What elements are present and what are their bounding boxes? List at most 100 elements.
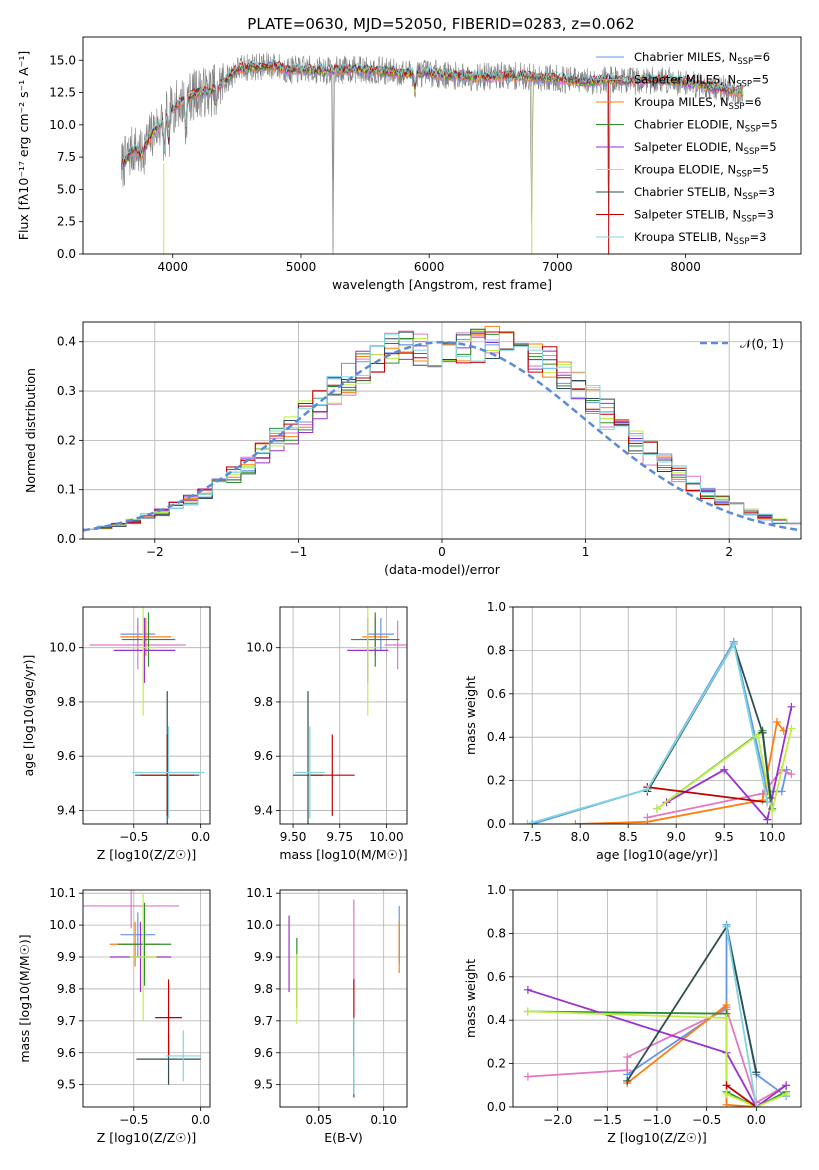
legend-text: Salpeter MILES, N bbox=[634, 73, 736, 87]
y-tick-label: 9.8 bbox=[57, 982, 76, 996]
extinction-mass-panel: 0.05 0.10 9.5 9.6 9.7 9.8 9.9 10.0 10.1 E(B-V) bbox=[246, 886, 408, 1145]
weight-marker bbox=[623, 1053, 632, 1062]
y-tick-label: 10.1 bbox=[49, 886, 76, 900]
x-tick-label: 2 bbox=[725, 545, 733, 559]
y-tick-label: 0.8 bbox=[487, 643, 506, 657]
legend-text: Salpeter STELIB, N bbox=[634, 208, 741, 222]
y-axis-label: mass [log10(M/M☉)] bbox=[17, 934, 32, 1062]
legend-entry: 𝒩(0, 1) bbox=[740, 337, 784, 351]
weight-marker bbox=[643, 785, 652, 794]
weight-marker bbox=[643, 817, 652, 824]
x-tick-label: −2 bbox=[146, 545, 164, 559]
legend-text: Chabrier ELODIE, N bbox=[634, 118, 745, 132]
model-spectrum-line bbox=[121, 57, 744, 166]
y-tick-label: 9.6 bbox=[254, 1046, 273, 1060]
legend-subscript: SSP bbox=[736, 80, 752, 90]
x-tick-label: 9.5 bbox=[715, 830, 734, 844]
y-tick-label: 9.6 bbox=[57, 749, 76, 763]
x-tick-label: 10.00 bbox=[369, 830, 403, 844]
metallicity-age-panel: −0.5 0.0 9.4 9.6 9.8 10.0 Z [log10(Z/Z☉)] age [… bbox=[21, 606, 211, 862]
x-axis-label: Z [log10(Z/Z☉)] bbox=[607, 1130, 707, 1145]
x-tick-label: 9.50 bbox=[280, 830, 307, 844]
x-tick-label: 0.0 bbox=[191, 1113, 210, 1127]
weight-marker bbox=[752, 1103, 761, 1107]
weight-marker bbox=[787, 770, 796, 779]
y-tick-label: 10.0 bbox=[49, 118, 76, 132]
y-tick-label: 9.5 bbox=[254, 1078, 273, 1092]
y-tick-label: 9.8 bbox=[254, 695, 273, 709]
weight-line bbox=[527, 1008, 787, 1105]
axes-frame bbox=[82, 889, 211, 1108]
legend-suffix: =5 bbox=[761, 118, 778, 132]
weight-marker bbox=[768, 806, 777, 815]
legend-suffix: =6 bbox=[753, 50, 770, 64]
y-tick-label: 10.1 bbox=[246, 886, 273, 900]
legend-subscript: SSP bbox=[734, 237, 750, 247]
legend-text: Kroupa MILES, N bbox=[634, 95, 729, 109]
legend-entry: Chabrier MILES, NSSP=6 bbox=[634, 50, 770, 67]
y-tick-label: 9.9 bbox=[57, 950, 76, 964]
x-tick-label: 7000 bbox=[542, 260, 573, 274]
axes-frame bbox=[82, 606, 211, 825]
metallicity-mass-panel: −0.5 0.0 9.5 9.6 9.7 9.8 9.9 10.0 10.1 Z [log10(Z… bbox=[17, 886, 211, 1145]
y-tick-label: 9.5 bbox=[57, 1078, 76, 1092]
weight-marker bbox=[571, 820, 580, 824]
legend-subscript: SSP bbox=[736, 170, 752, 180]
y-tick-label: 0.1 bbox=[57, 483, 76, 497]
weight-line bbox=[527, 641, 769, 824]
weight-line bbox=[626, 924, 758, 1082]
x-tick-label: 4000 bbox=[157, 260, 188, 274]
weight-marker bbox=[623, 1076, 632, 1085]
axes-frame bbox=[512, 889, 802, 1108]
x-tick-label: 9.75 bbox=[326, 830, 353, 844]
mass-age-panel: 9.50 9.75 10.00 9.4 9.6 9.8 10.0 mass [log10(M/… bbox=[246, 606, 408, 862]
y-tick-label: 0.2 bbox=[487, 774, 506, 788]
legend-text: Kroupa STELIB, N bbox=[634, 230, 734, 244]
legend-text: Salpeter ELODIE, N bbox=[634, 140, 744, 154]
weight-marker bbox=[523, 820, 532, 824]
weight-line bbox=[656, 728, 793, 812]
weight-marker bbox=[758, 728, 767, 737]
legend-suffix: =5 bbox=[760, 140, 777, 154]
weight-marker bbox=[777, 787, 786, 796]
axes-frame bbox=[279, 889, 408, 1108]
legend-suffix: =3 bbox=[757, 208, 774, 222]
y-tick-label: 9.6 bbox=[57, 1046, 76, 1060]
weight-line bbox=[647, 786, 768, 804]
histogram-step bbox=[83, 333, 801, 539]
weight-line bbox=[725, 1084, 757, 1107]
plot-area bbox=[523, 920, 791, 1107]
y-tick-label: 10.0 bbox=[246, 641, 273, 655]
y-tick-label: 10.0 bbox=[49, 641, 76, 655]
y-axis-label: mass weight bbox=[463, 676, 478, 755]
legend-suffix: =5 bbox=[752, 73, 769, 87]
y-tick-label: 0.6 bbox=[487, 970, 506, 984]
legend-text: Kroupa ELODIE, N bbox=[634, 163, 736, 177]
plot-area bbox=[293, 607, 407, 824]
weight-marker bbox=[722, 1100, 731, 1107]
x-tick-label: 0.10 bbox=[370, 1113, 397, 1127]
weight-marker bbox=[653, 804, 661, 813]
y-tick-label: 0.6 bbox=[487, 687, 506, 701]
legend-entry: Chabrier STELIB, NSSP=3 bbox=[634, 185, 775, 202]
legend-subscript: SSP bbox=[729, 102, 745, 112]
y-tick-label: 5.0 bbox=[57, 182, 76, 196]
weight-marker bbox=[782, 1089, 791, 1098]
y-tick-label: 15.0 bbox=[49, 53, 76, 67]
spectrum-panel: 4000 5000 6000 7000 8000 0.0 2.5 5.0 7.5 10.0 12.5… bbox=[16, 36, 802, 292]
legend-suffix: =5 bbox=[752, 163, 769, 177]
y-tick-label: 9.8 bbox=[254, 982, 273, 996]
y-tick-label: 0.3 bbox=[57, 384, 76, 398]
weight-marker bbox=[722, 922, 731, 931]
y-tick-label: 7.5 bbox=[57, 150, 76, 164]
y-tick-label: 0.0 bbox=[487, 817, 506, 831]
legend-entry: Salpeter STELIB, NSSP=3 bbox=[634, 208, 774, 225]
x-tick-label: 8000 bbox=[670, 260, 701, 274]
age-massweight-panel: 7.5 8.0 8.5 9.0 9.5 10.0 0.0 0.2 0.4 0.6 0.8 1.0 age… bbox=[463, 600, 802, 862]
weight-marker bbox=[773, 718, 781, 727]
y-tick-label: 1.0 bbox=[487, 600, 506, 614]
legend-entry: Salpeter MILES, NSSP=5 bbox=[634, 73, 769, 90]
x-tick-label: −1.5 bbox=[593, 1113, 622, 1127]
y-tick-label: 0.0 bbox=[57, 247, 76, 261]
